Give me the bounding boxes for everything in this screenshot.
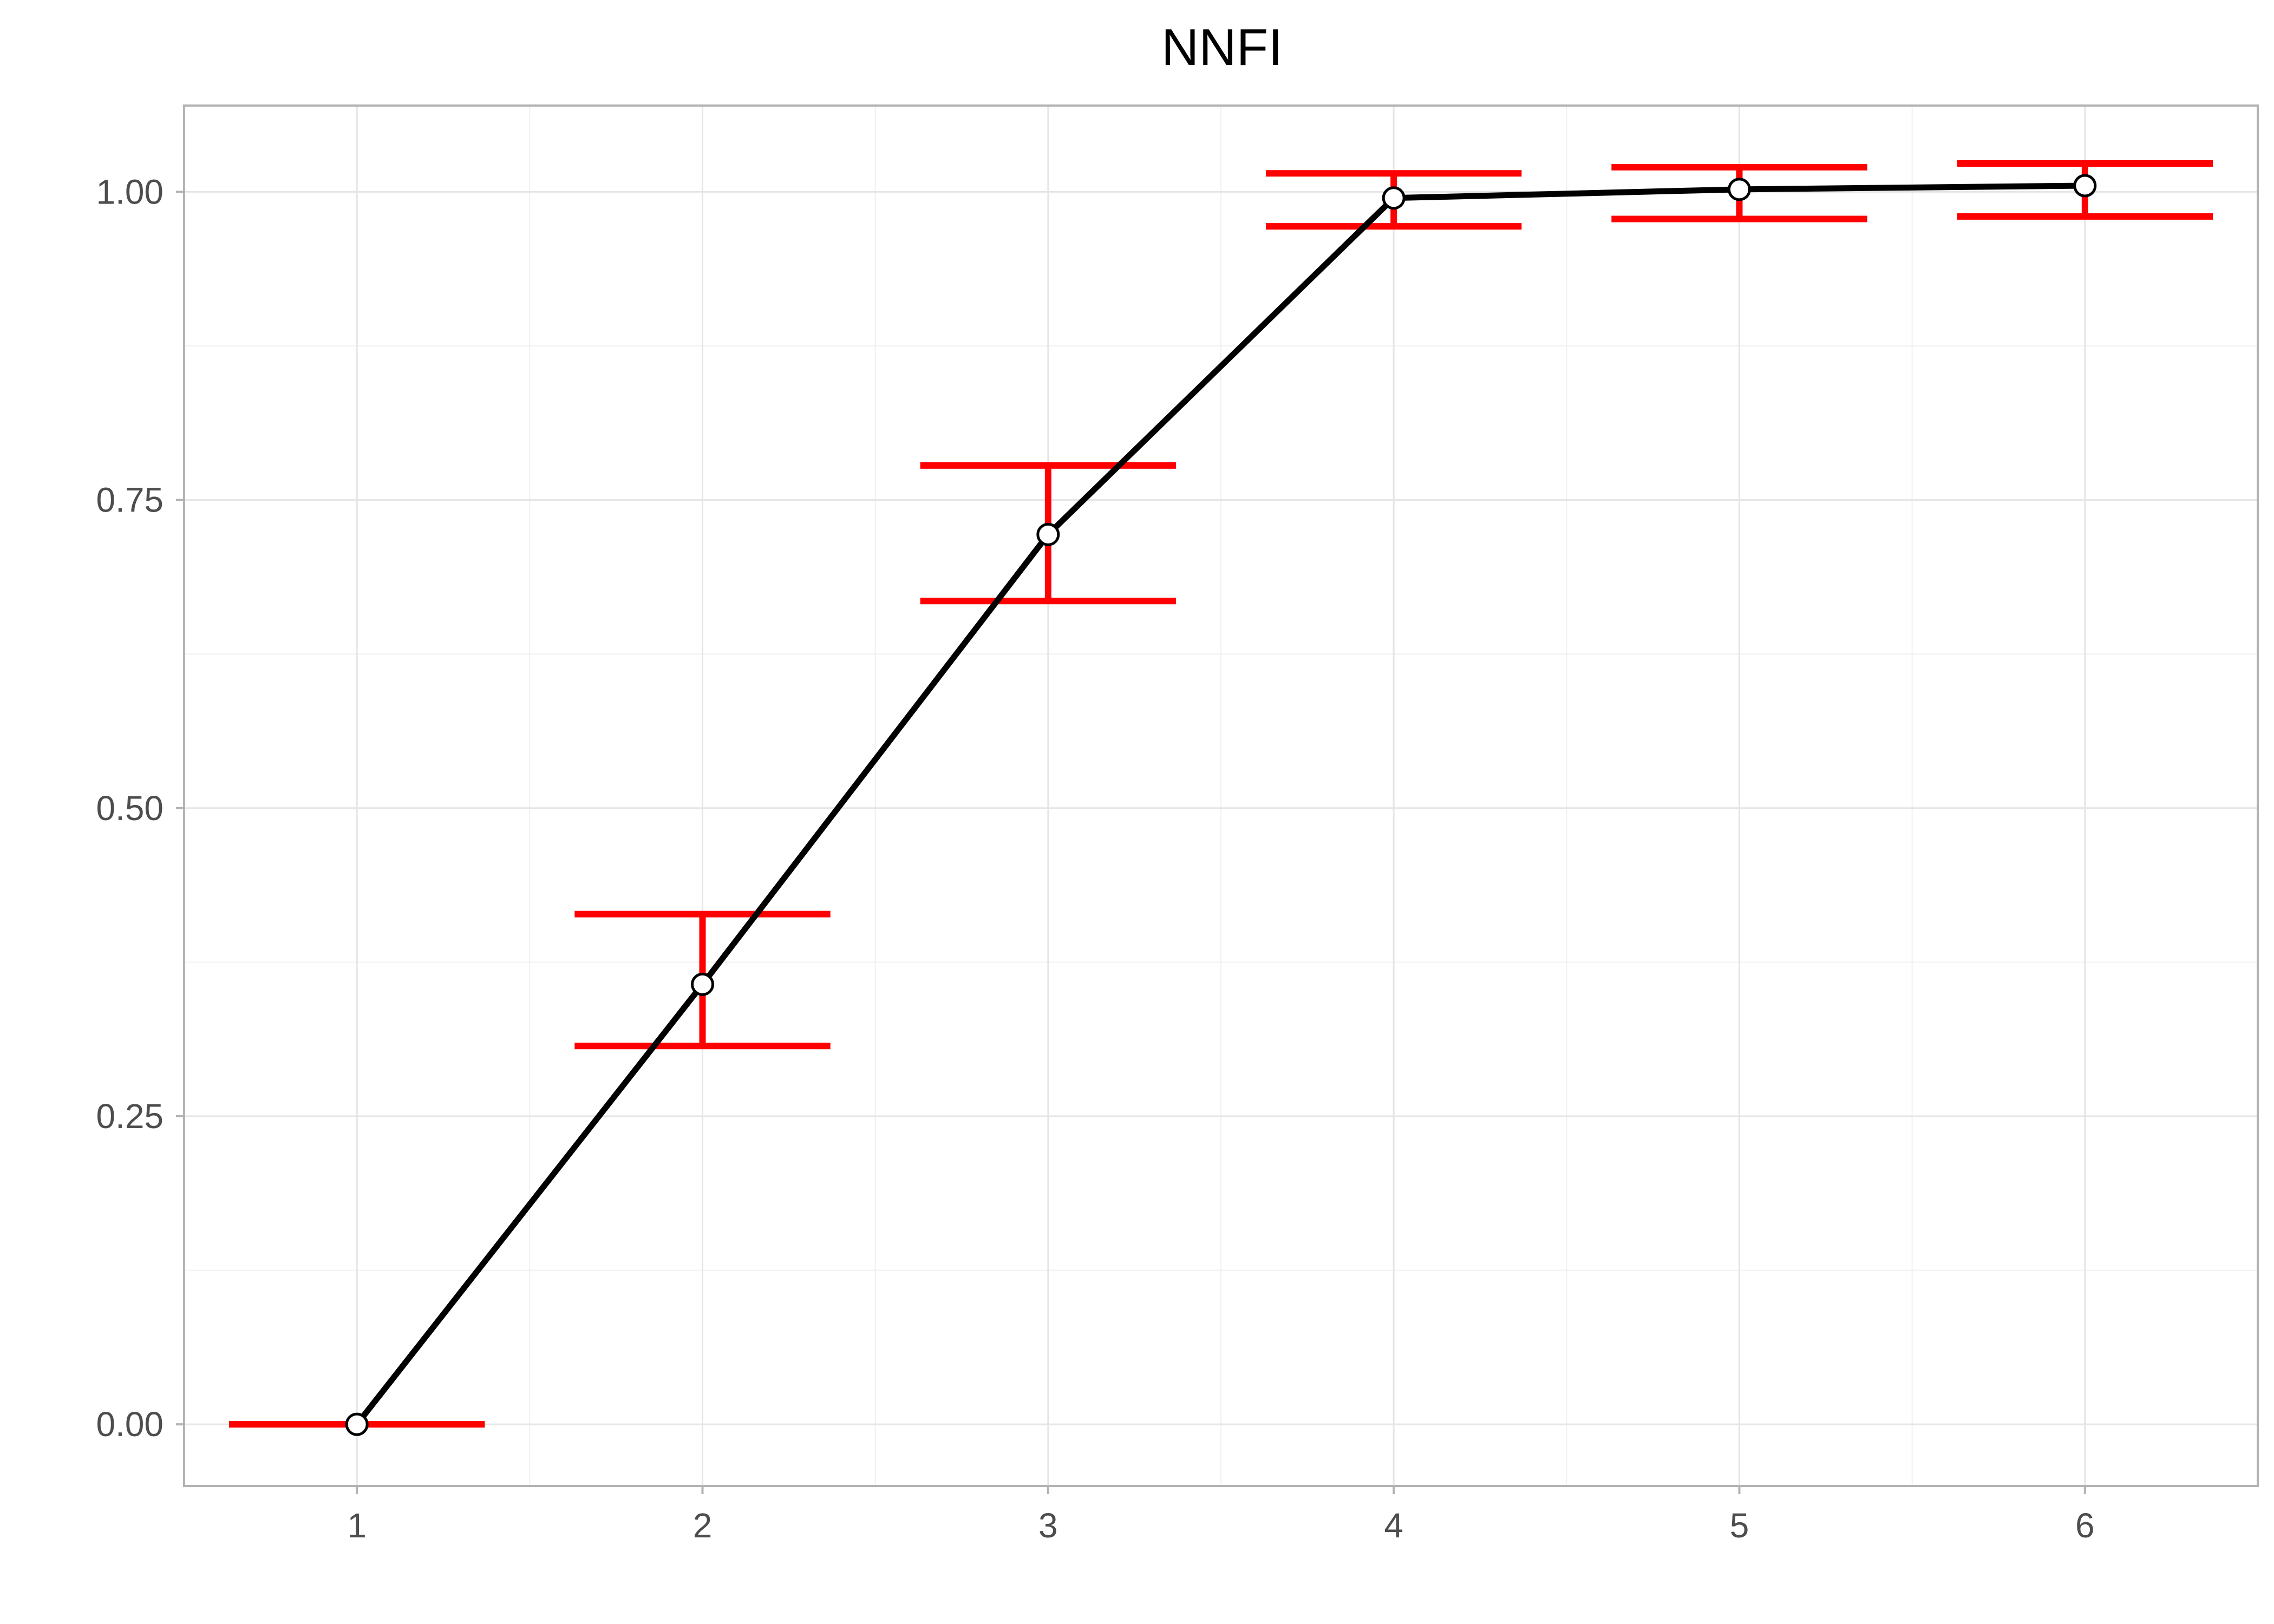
x-tick-label: 2 <box>693 1506 713 1545</box>
x-tick-label: 6 <box>2075 1506 2095 1545</box>
data-point <box>1036 522 1060 546</box>
data-point <box>1728 178 1751 201</box>
series-line-group <box>354 182 2088 1427</box>
x-tick-label: 3 <box>1038 1506 1058 1545</box>
y-axis: 0.00 0.25 0.50 0.75 1.00 <box>96 172 184 1444</box>
x-tick-label: 1 <box>347 1506 367 1545</box>
series-line <box>354 182 2088 1427</box>
x-tick-label: 4 <box>1384 1506 1403 1545</box>
data-point <box>345 1412 369 1436</box>
y-tick-label: 1.00 <box>96 172 164 211</box>
data-point <box>691 972 714 996</box>
data-points <box>345 174 2097 1436</box>
minor-gridlines <box>184 106 2258 1486</box>
y-tick-label: 0.75 <box>96 481 164 520</box>
x-axis: 1 2 3 4 5 6 <box>347 1486 2095 1545</box>
y-tick-label: 0.00 <box>96 1405 164 1444</box>
data-point <box>2073 174 2097 198</box>
y-tick-label: 0.50 <box>96 789 164 828</box>
y-tick-label: 0.25 <box>96 1097 164 1136</box>
x-tick-label: 5 <box>1730 1506 1749 1545</box>
panel-border <box>183 104 2259 1487</box>
data-point <box>1382 186 1406 210</box>
major-gridlines <box>184 106 2258 1486</box>
chart-title: NNFI <box>1161 18 1283 76</box>
